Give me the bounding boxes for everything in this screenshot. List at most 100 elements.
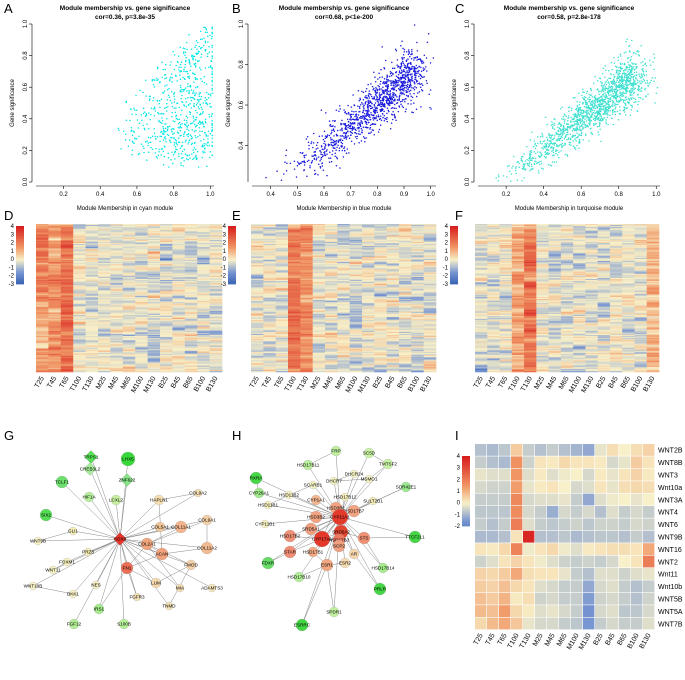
heatmap-cell xyxy=(98,264,111,266)
scatter-point xyxy=(347,135,349,137)
scatter-point xyxy=(405,51,408,53)
scatter-point xyxy=(639,82,641,84)
scatter-point xyxy=(557,135,560,138)
heatmap-cell xyxy=(209,287,223,289)
heatmap-cell xyxy=(110,318,124,320)
scatter-point xyxy=(152,96,155,99)
heatmap-cell xyxy=(98,251,111,253)
heatmap-cell xyxy=(60,318,74,320)
heatmap-cell xyxy=(135,324,148,326)
heatmap-cell xyxy=(135,231,148,233)
heatmap-cell xyxy=(160,312,173,315)
scatter-point xyxy=(205,135,208,137)
heatmap-cell xyxy=(209,269,223,271)
heatmap-cell xyxy=(184,287,198,289)
scatter-point xyxy=(653,80,655,82)
scatter-point xyxy=(139,89,141,91)
heatmap-cell xyxy=(98,275,111,278)
scatter-point xyxy=(614,102,616,104)
scatter-point xyxy=(538,155,541,158)
scatter-point xyxy=(339,108,341,110)
scatter-point xyxy=(624,114,627,116)
scatter-point xyxy=(644,82,647,84)
heatmap-cell xyxy=(135,317,148,319)
heatmap-cell xyxy=(147,302,161,304)
heatmap-cell xyxy=(60,237,74,240)
heatmap-cell xyxy=(147,299,161,301)
heatmap-cell xyxy=(172,281,186,283)
scatter-point xyxy=(148,95,151,98)
heatmap-cell xyxy=(135,227,148,229)
scatter-point xyxy=(322,138,325,141)
heatmap-cell xyxy=(122,275,136,278)
scatter-point xyxy=(185,119,188,122)
scatter-point xyxy=(615,94,617,97)
scatter-point xyxy=(357,114,360,116)
heatmap-cell xyxy=(73,313,86,316)
scatter-point xyxy=(190,107,193,109)
heatmap-cell xyxy=(110,326,124,328)
scatter-point xyxy=(358,111,360,113)
heatmap-cell xyxy=(85,238,99,241)
heatmap-cell xyxy=(172,245,186,247)
scatter-point xyxy=(406,91,409,93)
heatmap-cell xyxy=(60,320,74,322)
scatter-point xyxy=(604,89,607,91)
heatmap-cell xyxy=(184,291,198,294)
heatmap-cell xyxy=(60,273,74,276)
scatter-point xyxy=(535,145,538,147)
heatmap-cell xyxy=(160,258,173,261)
scatter-point xyxy=(160,131,162,133)
scatter-point xyxy=(422,67,425,69)
heatmap-cell xyxy=(48,315,62,318)
scatter-point xyxy=(117,127,120,130)
scatter-point xyxy=(396,84,399,86)
scatter-point xyxy=(364,103,367,105)
scatter-point xyxy=(189,157,191,160)
scatter-point xyxy=(509,170,511,173)
heatmap-cell xyxy=(85,250,99,252)
heatmap-cell xyxy=(98,232,111,234)
scatter-point xyxy=(617,56,619,58)
heatmap-cell xyxy=(60,307,74,309)
scatter-point xyxy=(401,74,404,77)
heatmap-cell xyxy=(197,295,210,298)
heatmap-cell xyxy=(98,267,111,269)
scatter-point xyxy=(638,75,641,77)
heatmap-cell xyxy=(98,306,111,308)
heatmap-cell xyxy=(36,325,49,327)
scatter-point xyxy=(576,116,579,119)
scatter-point xyxy=(324,147,326,150)
heatmap-cell xyxy=(73,289,86,291)
scatter-point xyxy=(618,95,620,98)
heatmap-cell xyxy=(184,303,198,305)
heatmap-cell xyxy=(73,238,86,241)
scatter-point xyxy=(303,164,306,166)
heatmap-cell xyxy=(36,277,49,280)
scatter-point xyxy=(183,104,185,106)
scatter-point xyxy=(174,138,177,141)
scatter-point xyxy=(179,78,182,81)
scatter-point xyxy=(411,86,413,89)
heatmap-cell xyxy=(122,268,136,270)
scatter-point xyxy=(387,109,390,112)
chart-subtitle: cor=0.36, p=3.8e-35 xyxy=(95,14,155,21)
scatter-point xyxy=(165,77,168,79)
scatter-point xyxy=(173,141,176,144)
scatter-point xyxy=(645,70,647,73)
scatter-point xyxy=(352,118,355,121)
scatter-point xyxy=(179,63,182,66)
heatmap-cell xyxy=(98,272,111,274)
scatter-point xyxy=(569,141,571,144)
scatter-point xyxy=(151,80,154,82)
scatter-point xyxy=(620,83,623,86)
scatter-point xyxy=(587,98,589,100)
heatmap-cell xyxy=(135,299,148,301)
heatmap-cell xyxy=(48,304,62,306)
scatter-point xyxy=(623,72,625,75)
heatmap-cell xyxy=(73,299,86,301)
heatmap-cell xyxy=(85,328,99,331)
heatmap-cell xyxy=(184,309,198,311)
heatmap-cell xyxy=(184,274,198,277)
scatter-point xyxy=(361,121,363,123)
